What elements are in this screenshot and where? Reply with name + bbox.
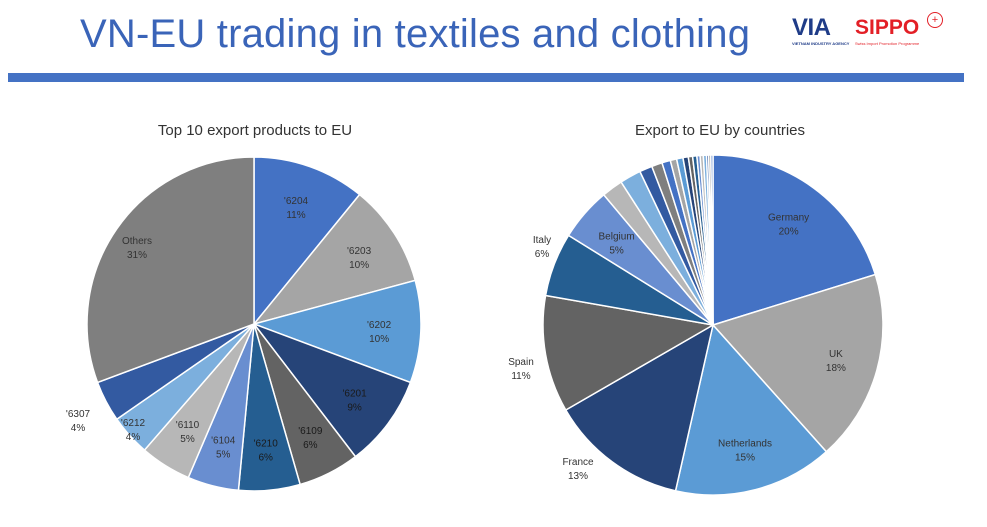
chart2-label-belgium: Belgium bbox=[599, 232, 635, 243]
chart1-pct-6201: 9% bbox=[347, 403, 362, 414]
chart2-pct-belgium: 5% bbox=[609, 246, 624, 257]
chart1-label-6104: '6104 bbox=[211, 435, 236, 446]
via-logo: VIA VIETNAM INDUSTRY AGENCY bbox=[792, 14, 850, 47]
chart2-slice-spain bbox=[542, 294, 716, 412]
title-underline-bar bbox=[8, 73, 964, 82]
chart1-pct-6202: 10% bbox=[369, 334, 389, 345]
chart1-label-6212: '6212 bbox=[121, 418, 146, 429]
chart1-label-others: Others bbox=[122, 236, 152, 247]
chart2-label-italy: Italy bbox=[533, 235, 551, 246]
chart2-slice-minor-22 bbox=[710, 154, 714, 326]
chart2-pct-germany: 20% bbox=[779, 226, 799, 237]
chart1-label-6210: '6210 bbox=[254, 439, 279, 450]
page-title: VN-EU trading in textiles and clothing bbox=[80, 12, 751, 56]
countries-chart-title: Export to EU by countries bbox=[634, 122, 806, 139]
chart1-slice-others bbox=[86, 156, 255, 384]
chart1-pct-others: 31% bbox=[127, 250, 147, 261]
chart2-pct-italy: 6% bbox=[535, 249, 550, 260]
chart2-slice-france bbox=[564, 323, 715, 492]
chart1-slice-6204 bbox=[253, 156, 361, 327]
chart1-label-6110: '6110 bbox=[176, 420, 200, 431]
chart2-label-netherlands: Netherlands bbox=[718, 438, 772, 449]
via-logo-subtitle: VIETNAM INDUSTRY AGENCY bbox=[792, 41, 850, 46]
chart1-pct-6204: 11% bbox=[286, 210, 305, 221]
sippo-logo-mark: SIPPO bbox=[855, 16, 920, 39]
via-logo-mark: VIA bbox=[792, 14, 831, 41]
chart1-label-6307: '6307 bbox=[66, 409, 91, 420]
chart1-label-6201: '6201 bbox=[343, 389, 368, 400]
chart1-label-6202: '6202 bbox=[367, 320, 392, 331]
chart2-label-france: France bbox=[562, 457, 594, 468]
chart2-pct-netherlands: 15% bbox=[735, 452, 755, 463]
chart1-pct-6104: 5% bbox=[216, 449, 231, 460]
chart1-pct-6110: 5% bbox=[180, 434, 195, 445]
chart1-label-6203: '6203 bbox=[347, 246, 372, 257]
chart1-pct-6307: 4% bbox=[71, 423, 86, 434]
chart1-slice-6203 bbox=[251, 193, 417, 326]
chart2-label-spain: Spain bbox=[508, 357, 534, 368]
sippo-logo: SIPPO Swiss Import Promotion Programme bbox=[855, 16, 919, 46]
chart2-label-germany: Germany bbox=[768, 212, 809, 223]
sippo-logo-subtitle: Swiss Import Promotion Programme bbox=[855, 41, 920, 46]
chart2-pct-uk: 18% bbox=[826, 363, 846, 374]
chart2-slice-germany bbox=[712, 154, 877, 327]
chart1-label-6204: '6204 bbox=[284, 196, 309, 207]
chart2-slice-netherlands bbox=[674, 323, 828, 496]
chart1-label-6109: '6109 bbox=[298, 426, 323, 437]
products-chart-title: Top 10 export products to EU bbox=[157, 122, 353, 139]
chart1-slice-6202 bbox=[251, 279, 422, 384]
chart2-pct-spain: 11% bbox=[511, 371, 530, 382]
chart1-pct-6109: 6% bbox=[303, 440, 318, 451]
chart1-pct-6212: 4% bbox=[126, 432, 141, 443]
chart2-slice-uk bbox=[711, 273, 884, 453]
chart1-pct-6210: 6% bbox=[258, 453, 273, 464]
swiss-cross-icon: + bbox=[927, 12, 943, 28]
chart1-pct-6203: 10% bbox=[349, 260, 369, 271]
chart2-label-uk: UK bbox=[829, 349, 843, 360]
chart1-slice-6201 bbox=[251, 322, 412, 458]
chart2-pct-france: 13% bbox=[568, 471, 588, 482]
